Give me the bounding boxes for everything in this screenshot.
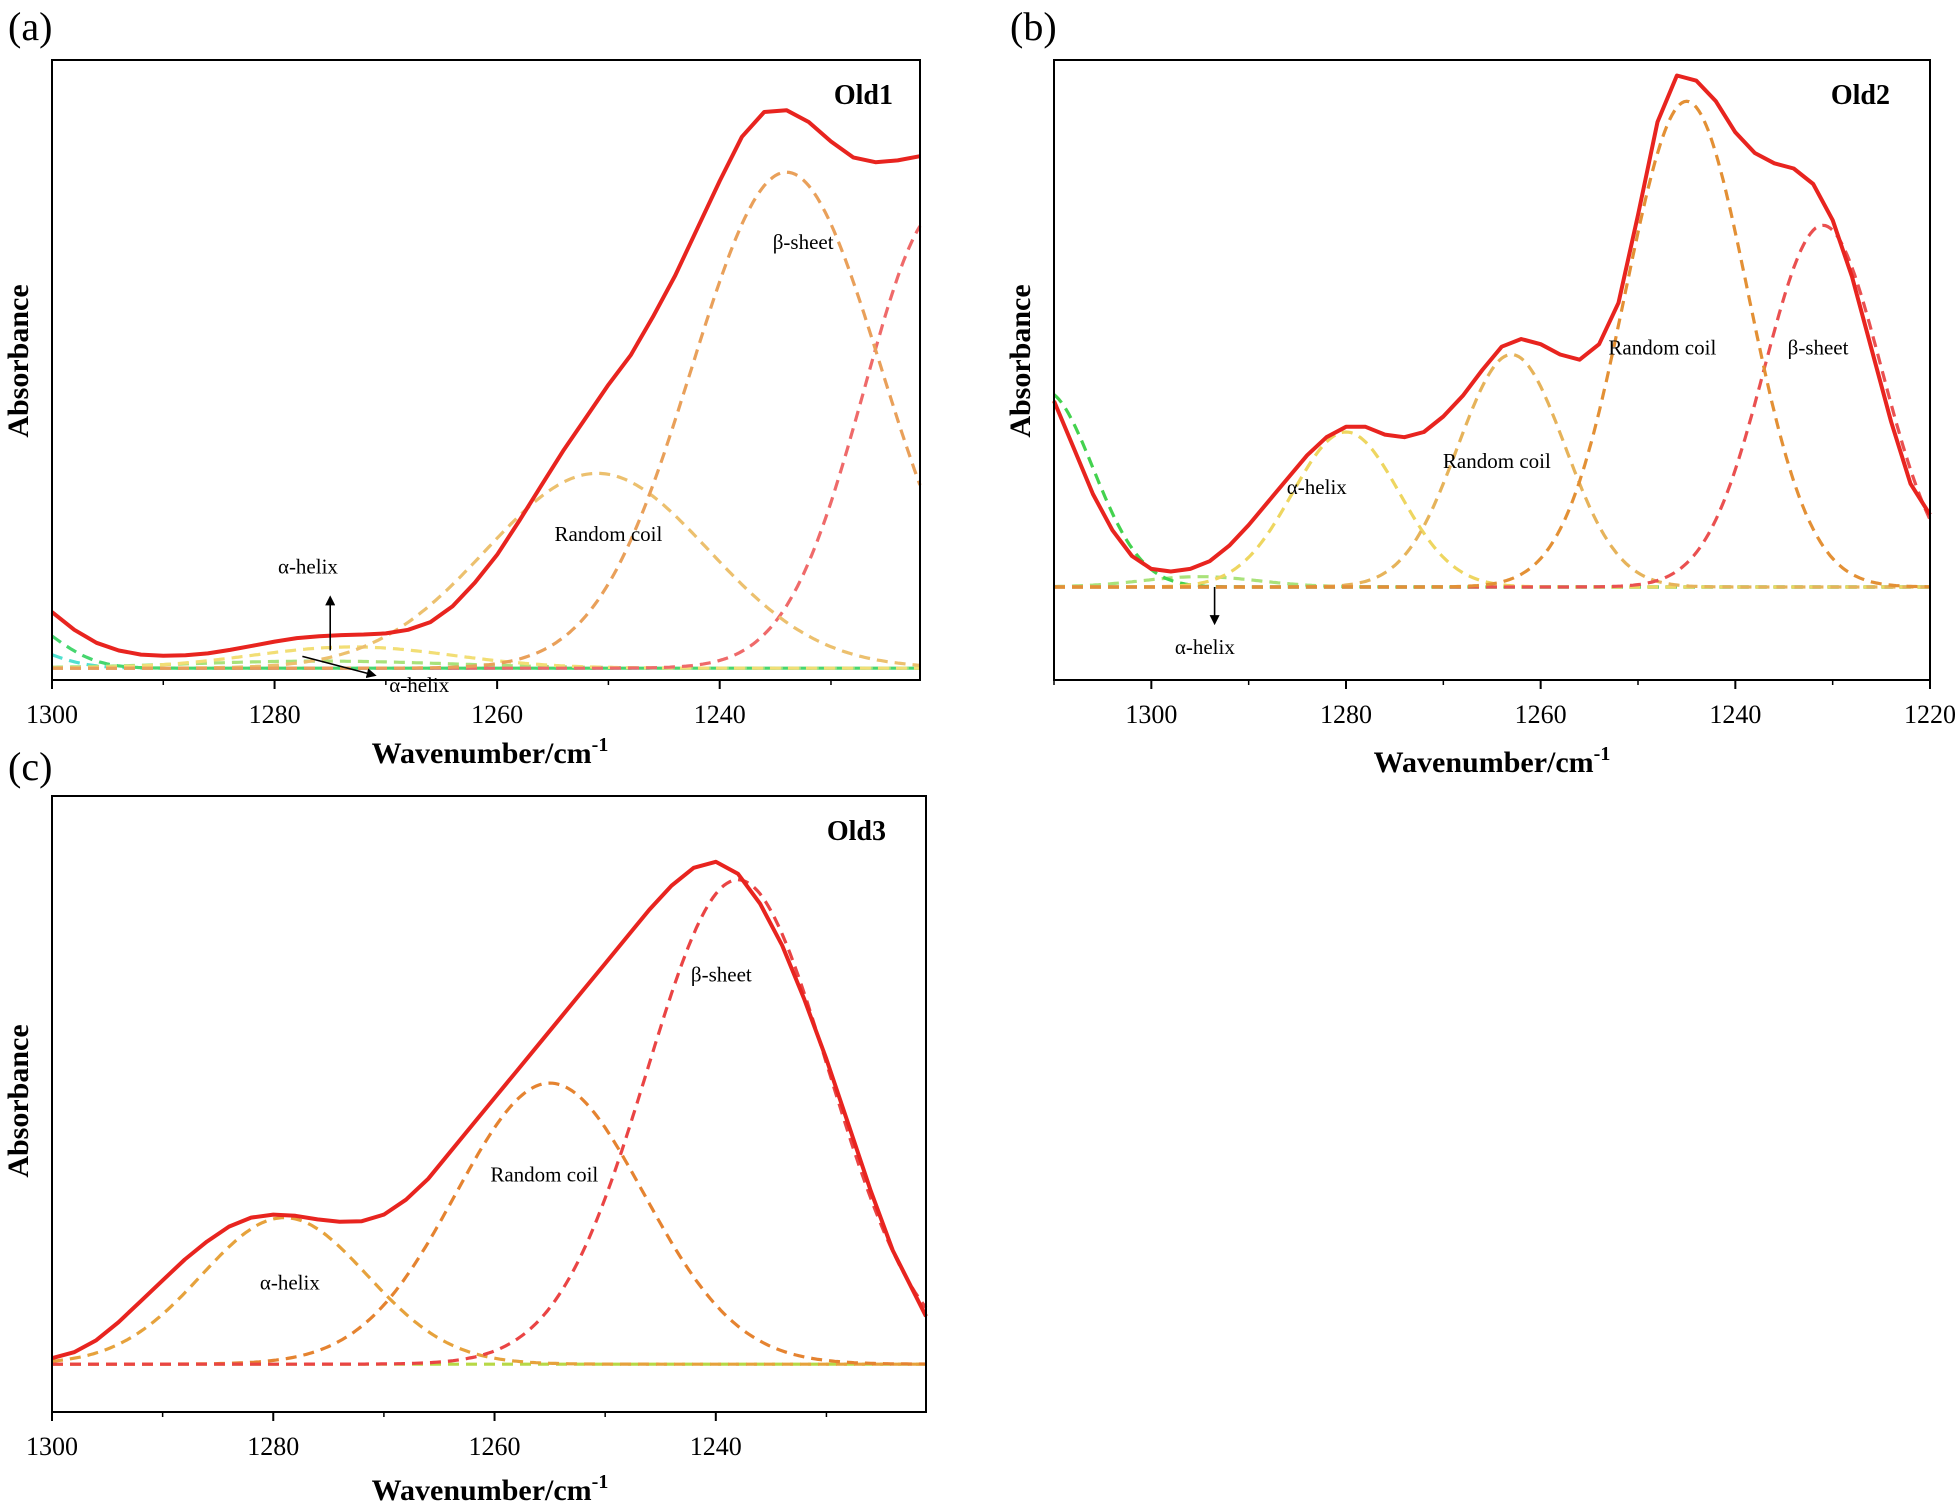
plot-frame-c — [51, 795, 927, 1413]
x-axis-label-b-text: Wavenumber/cm — [1374, 746, 1594, 779]
panel-label-b: (b) — [1010, 4, 1057, 49]
x-ticks-a: 1300 1280 1260 1240 — [26, 680, 832, 729]
annotation-arrow-a-1 — [302, 655, 377, 679]
x-tick-label-a-0: 1300 — [26, 700, 78, 729]
annotation-b-2: Random coil — [1608, 336, 1716, 360]
x-tick-label-c-2: 1260 — [469, 1432, 521, 1461]
plot-frame-b — [1053, 59, 1931, 681]
component-curve-b-6 — [1054, 99, 1930, 589]
annotation-b-4: α-helix — [1175, 635, 1235, 659]
x-axis-label-c-text: Wavenumber/cm — [372, 1474, 592, 1506]
annotations-a: β-sheet Random coil α-helix α-helix — [278, 230, 834, 697]
plot-frame-a — [51, 59, 921, 681]
x-tick-label-a-3: 1240 — [694, 700, 746, 729]
x-tick-label-a-2: 1260 — [471, 700, 523, 729]
fitted-curve-c — [51, 859, 928, 1361]
annotation-c-2: α-helix — [260, 1270, 320, 1294]
component-curve-a-5 — [52, 225, 922, 670]
x-axis-label-a-text: Wavenumber/cm — [372, 737, 592, 770]
x-axis-label-a-sup: -1 — [592, 734, 609, 756]
x-tick-label-b-2: 1260 — [1515, 700, 1567, 729]
fitted-curve-a — [50, 108, 921, 658]
x-tick-label-b-3: 1240 — [1709, 700, 1761, 729]
annotation-a-3: α-helix — [389, 673, 449, 697]
component-curve-c-3 — [52, 878, 928, 1366]
annotation-b-1: Random coil — [1443, 449, 1551, 473]
x-axis-label-a: Wavenumber/cm-1 — [372, 734, 609, 770]
sample-title-old3: Old3 — [827, 816, 886, 847]
annotation-a-2: α-helix — [278, 555, 338, 579]
sample-title-old2: Old2 — [1831, 80, 1890, 111]
annotation-b-3: β-sheet — [1788, 336, 1849, 360]
x-tick-label-b-1: 1280 — [1320, 700, 1372, 729]
annotation-a-1: Random coil — [554, 522, 662, 546]
x-tick-label-c-3: 1240 — [690, 1432, 742, 1461]
annotations-c: β-sheet Random coil α-helix — [260, 962, 752, 1294]
x-axis-label-c-sup: -1 — [592, 1471, 609, 1493]
component-curve-a-4 — [51, 645, 920, 670]
component-curve-a-7 — [52, 170, 922, 670]
panel-label-c: (c) — [8, 744, 52, 789]
component-curve-b-5 — [1054, 223, 1932, 589]
fitted-curve-b — [1052, 73, 1932, 574]
sample-title-old1: Old1 — [834, 80, 893, 111]
x-tick-label-c-1: 1280 — [247, 1432, 299, 1461]
x-tick-label-a-1: 1280 — [249, 700, 301, 729]
annotation-a-0: β-sheet — [773, 230, 834, 254]
component-curve-c-2 — [52, 1081, 927, 1366]
x-tick-label-c-0: 1300 — [26, 1432, 78, 1461]
curves-a — [50, 108, 922, 670]
x-ticks-b: 1300 1280 1260 1240 1220 — [1053, 680, 1956, 729]
chart-panel-b: (b) 1300 1280 1260 1240 1220 α-helix Random c… — [1004, 4, 1956, 779]
x-axis-label-b-sup: -1 — [1594, 743, 1611, 765]
chart-panel-c: (c) 1300 1280 1260 1240 β-sheet Random coil α… — [2, 744, 928, 1506]
x-axis-label-c: Wavenumber/cm-1 — [372, 1471, 609, 1506]
curves-b — [1052, 73, 1932, 589]
x-tick-label-b-0: 1300 — [1125, 700, 1177, 729]
x-ticks-c: 1300 1280 1260 1240 — [26, 1412, 828, 1461]
annotations-b: α-helix Random coil Random coil β-sheet α-he… — [1175, 336, 1849, 660]
annotation-c-0: β-sheet — [691, 962, 752, 986]
x-tick-label-b-4: 1220 — [1904, 700, 1956, 729]
annotation-c-1: Random coil — [490, 1163, 598, 1187]
curves-c — [51, 859, 928, 1366]
y-axis-label-b: Absorbance — [1004, 284, 1037, 437]
chart-panel-a: (a) 1300 1280 1260 1240 β-sheet Random coil α… — [2, 4, 922, 770]
x-axis-label-b: Wavenumber/cm-1 — [1374, 743, 1611, 779]
y-axis-label-a: Absorbance — [2, 284, 35, 437]
panel-label-a: (a) — [8, 4, 52, 49]
y-axis-label-c: Absorbance — [2, 1024, 35, 1177]
component-curve-c-1 — [51, 1215, 926, 1366]
annotation-b-0: α-helix — [1287, 475, 1347, 499]
